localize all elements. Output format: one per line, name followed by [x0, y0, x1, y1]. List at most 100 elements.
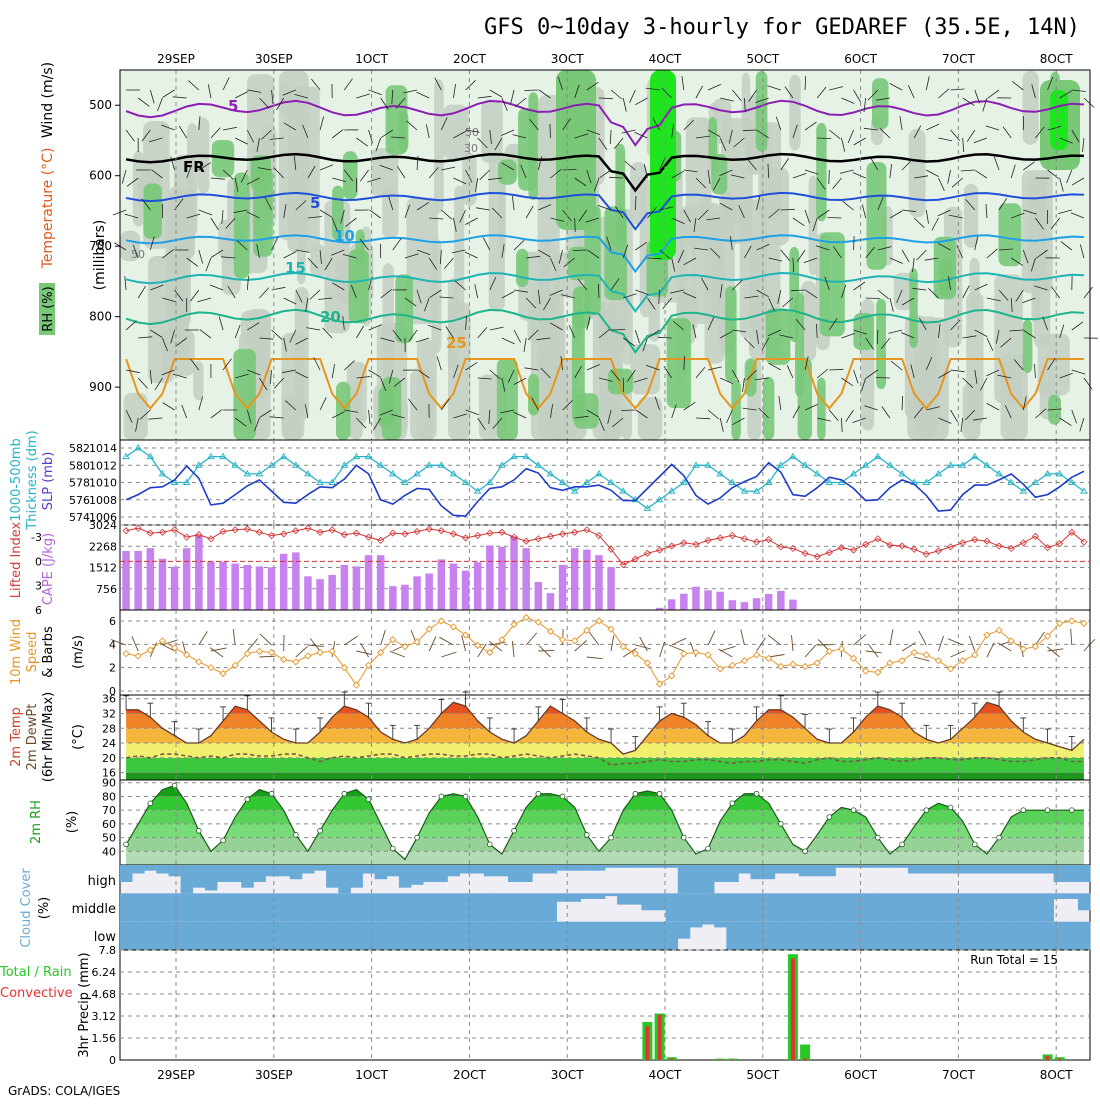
rh2m-point	[172, 783, 177, 788]
cloud-middle-bar	[205, 893, 218, 921]
rh2m-point	[584, 832, 589, 837]
rh2m-point	[875, 835, 880, 840]
cape-bar	[316, 579, 324, 610]
wind10-barb	[854, 635, 866, 645]
cape-bar	[486, 545, 494, 610]
cloud-low-bar	[641, 922, 654, 950]
cape-bar	[474, 562, 482, 610]
wind10-barb	[381, 630, 386, 645]
cloud-low-bar	[932, 922, 945, 950]
wind10-barb	[310, 638, 320, 651]
rh2m-point	[803, 849, 808, 854]
rh-blob	[161, 330, 195, 376]
cloud-high-bar	[508, 865, 521, 882]
cloud-low-bar	[266, 922, 279, 950]
cloud-high-bar	[617, 865, 630, 868]
cloud-low-bar	[496, 922, 509, 950]
cloud-high-bar	[120, 865, 133, 882]
cloud-middle-bar	[835, 893, 848, 921]
wind10-barb	[919, 631, 927, 645]
cloud-middle-bar	[193, 893, 206, 921]
rh2m-point	[463, 794, 468, 799]
cloud-low-bar	[872, 922, 885, 950]
bottom-date-label: 1OCT	[355, 1068, 388, 1082]
cloud-middle-bar	[411, 893, 424, 921]
cloud-high-bar	[993, 865, 1006, 874]
credit-text: GrADS: COLA/IGES	[8, 1084, 120, 1098]
cape-bar	[159, 559, 167, 610]
cloud-high-bar	[205, 865, 218, 891]
wind10-barb	[233, 629, 235, 645]
rh-blob-moist	[395, 274, 413, 343]
cloud-low-bar	[520, 922, 533, 950]
wind10-barb	[805, 645, 816, 657]
rh2m-point	[196, 828, 201, 833]
thickness-tick-label: 582	[69, 442, 90, 455]
cloud-middle-bar	[169, 893, 182, 921]
rh-blob-moist	[144, 184, 162, 240]
wind10-barb	[890, 629, 893, 645]
wind-barb	[877, 330, 878, 344]
cape-bar	[365, 555, 373, 610]
temp-band	[120, 773, 1090, 780]
wind10-barb	[587, 657, 603, 659]
cloud-middle-bar	[1078, 893, 1091, 910]
cloud-level-label: middle	[72, 902, 116, 917]
rh2m-point	[269, 791, 274, 796]
lifted-index-series	[126, 528, 1084, 565]
cloud-middle-bar	[435, 893, 448, 921]
cloud-high-bar	[835, 865, 848, 868]
wind10-point	[911, 650, 917, 656]
cloud-high-bar	[702, 865, 715, 893]
cloud-low-bar	[544, 922, 557, 950]
wind10-barb	[951, 651, 966, 658]
cloud-unit-label: (%)	[37, 897, 52, 920]
slp-tick-label: 1008	[89, 494, 117, 507]
rh-blob-moist	[343, 151, 358, 199]
isotherm-label: 5	[310, 194, 320, 212]
cloud-high-bar	[1029, 865, 1042, 874]
cape-bar	[219, 562, 227, 610]
rh-blob-saturated	[650, 70, 676, 260]
rh2m-point	[657, 791, 662, 796]
cloud-high-bar	[350, 865, 363, 888]
cloud-level-label: low	[94, 930, 117, 945]
cloud-low-bar	[1066, 922, 1079, 950]
top-date-label: 6OCT	[844, 52, 877, 66]
cape-bar	[559, 565, 567, 610]
cloud-high-bar	[690, 865, 703, 893]
bottom-date-label: 2OCT	[453, 1068, 486, 1082]
cloud-middle-bar	[581, 893, 594, 899]
cloud-high-bar	[654, 865, 667, 868]
cape-bar	[680, 594, 688, 610]
cloud-low-bar	[860, 922, 873, 950]
wind10-point	[984, 632, 990, 638]
rh-blob-moist	[763, 377, 774, 440]
wind10-barb	[611, 635, 614, 651]
cloud-middle-bar	[302, 893, 315, 921]
isotherm-label: FR	[183, 158, 205, 176]
rh-contour-label: 30	[464, 142, 478, 155]
cloud-high-bar	[193, 865, 206, 888]
cape-bar	[510, 536, 518, 610]
cloud-high-bar	[605, 865, 618, 868]
cloud-low-bar	[763, 922, 776, 950]
cape-bar	[328, 575, 336, 610]
bottom-date-label: 7OCT	[942, 1068, 975, 1082]
rh-blob-moist	[234, 173, 250, 279]
cloud-middle-bar	[629, 893, 642, 904]
wind10-barb	[429, 637, 436, 652]
precip-tick-label: 6.24	[92, 966, 117, 979]
cloud-middle-bar	[848, 893, 861, 921]
cloud-high-bar	[484, 865, 497, 876]
cloud-low-bar	[617, 922, 630, 950]
cloud-high-bar	[641, 865, 654, 868]
rh-blob-moist	[934, 237, 956, 300]
rh2m-point	[124, 842, 129, 847]
cloud-low-bar	[423, 922, 436, 950]
rh-blob-saturated	[1050, 90, 1068, 150]
cloud-middle-bar	[399, 893, 412, 921]
cape-bar	[401, 585, 409, 610]
wind-barb	[854, 236, 855, 250]
